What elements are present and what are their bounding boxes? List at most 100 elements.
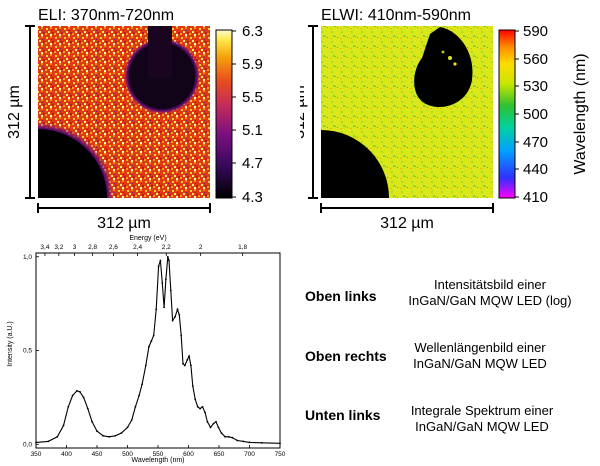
eli-colorbar: [215, 29, 233, 199]
spectrum-point: [191, 385, 194, 387]
energy-tick-label: 2: [199, 244, 203, 251]
eli-x-scalebar: [37, 203, 211, 213]
elwi-title: ELWI: 410nm-590nm: [321, 7, 471, 24]
eli-colorbar-tick-label: 5.1: [242, 122, 263, 139]
elwi-colorbar-tick-label: 440: [523, 161, 548, 178]
spectrum-point: [144, 364, 147, 367]
caption-description-line: InGaN/GaN MQW LED (log): [408, 293, 572, 308]
caption-key: Oben rechts: [305, 348, 387, 364]
elwi-colorbar-label: Wavelength (nm): [572, 53, 589, 174]
elwi-x-label: 312 µm: [380, 215, 434, 232]
eli-y-scalebar: [25, 25, 35, 199]
eli-colorbar-tick-label: 4.7: [242, 155, 263, 172]
spectrum-point: [96, 430, 98, 432]
eli-map-figure: ELI: 370nm-720nm 6.3 5.9 5.5 5.1 4.7 4.3…: [6, 7, 263, 232]
spectrum-point: [161, 282, 164, 284]
elwi-colorbar: [498, 29, 516, 199]
spectrum-point: [190, 364, 192, 367]
caption-description: Intensitätsbild einer InGaN/GaN MQW LED …: [390, 277, 590, 309]
elwi-colorbar-tick-label: 500: [523, 106, 548, 123]
spectrum-point: [91, 420, 93, 423]
spectrum-point: [114, 434, 117, 437]
eli-y-label: 312 µm: [6, 85, 23, 139]
spectrum-point: [169, 289, 172, 292]
energy-tick-label: 1,8: [238, 244, 247, 251]
eli-colorbar-tick-label: 4.3: [242, 189, 263, 206]
spectrum-point: [79, 390, 81, 393]
spectrum-point: [152, 334, 155, 337]
spectrum-point: [102, 434, 104, 437]
spectrum-point: [155, 308, 158, 311]
spectrum-point: [236, 439, 239, 442]
spectrum-point: [120, 432, 123, 434]
spectrum-top-axis-label: Energy (eV): [129, 235, 166, 242]
spectrum-point: [157, 265, 160, 267]
spectrum-point: [166, 255, 169, 258]
caption-description-line: InGaN/GaN MQW LED: [413, 356, 547, 371]
x-tick-label: 600: [183, 451, 194, 458]
spectrum-point: [220, 432, 223, 434]
y-tick-label: 0,0: [23, 441, 32, 448]
spectrum-point: [209, 426, 212, 429]
caption-key: Unten links: [305, 407, 381, 423]
caption-key: Oben links: [305, 288, 377, 304]
elwi-colorbar-tick-label: 590: [523, 23, 548, 40]
spectrum-point: [227, 435, 230, 438]
caption-description-line: Wellenlängenbild einer: [414, 340, 546, 355]
elwi-colorbar-tick-label: 410: [523, 189, 548, 206]
eli-colorbar-tick-label: 6.3: [242, 23, 263, 40]
x-tick-label: 400: [61, 451, 72, 458]
elwi-dark-region-bottomleft: [321, 130, 389, 198]
spectrum-point: [182, 362, 184, 365]
eli-colorbar-tick-label: 5.5: [242, 89, 263, 106]
energy-tick-label: 2,2: [162, 244, 171, 251]
spectrum-point: [62, 424, 65, 427]
caption-description-line: Intensitätsbild einer: [433, 277, 546, 292]
spectrum-point: [204, 411, 206, 414]
spectrum-point: [67, 405, 70, 408]
elwi-dark-region-topright: [414, 27, 473, 107]
spectrum-point: [108, 435, 111, 438]
x-tick-label: 750: [275, 451, 286, 458]
elwi-y-scalebar: [308, 25, 318, 199]
caption-description-line: InGaN/GaN MQW LED: [415, 419, 549, 434]
spectrum-point: [183, 364, 186, 367]
elwi-colorbar-ticks: 590 560 530 500 470 440 410: [515, 23, 548, 206]
spectrum-point: [138, 394, 141, 397]
y-tick-label: 1,0: [23, 254, 32, 261]
spectrum-point: [126, 426, 129, 429]
spectrum-point: [150, 340, 153, 342]
energy-tick-label: 2,4: [133, 244, 142, 251]
spectrum-point: [178, 314, 181, 316]
spectrum-point: [141, 383, 144, 386]
spectrum-point: [199, 407, 202, 410]
elwi-map-figure: ELWI: 410nm-590nm 590 560 530 500 470 44…: [300, 7, 589, 232]
spectrum-point: [86, 407, 89, 410]
x-tick-label: 550: [153, 451, 164, 458]
x-tick-label: 650: [214, 451, 225, 458]
spectrum-point: [188, 355, 191, 357]
spectrum-point: [56, 435, 59, 438]
eli-colorbar-tick-label: 5.9: [242, 56, 263, 73]
eli-title: ELI: 370nm-720nm: [38, 7, 174, 24]
energy-tick-label: 2,6: [109, 244, 118, 251]
elwi-colorbar-tick-label: 560: [523, 51, 548, 68]
energy-tick-label: 3,2: [54, 244, 63, 251]
spectrum-point: [180, 334, 183, 337]
spectrum-point: [168, 259, 170, 262]
energy-tick-label: 3,4: [40, 244, 49, 251]
spectrum-point: [171, 319, 174, 322]
spectrum-point: [217, 426, 220, 429]
caption-description-line: Integrale Spektrum einer: [410, 403, 554, 418]
spectrum-point: [163, 306, 166, 309]
spectrum-x-label: Wavelength (nm): [131, 457, 184, 464]
x-tick-label: 500: [122, 451, 133, 458]
spectrum-point: [196, 405, 199, 408]
spectrum-point: [215, 420, 217, 423]
spectrum-point: [176, 308, 179, 311]
spectrum-point: [260, 441, 263, 444]
x-tick-label: 450: [92, 451, 103, 458]
spectrum-point: [47, 440, 50, 443]
spectrum-point: [224, 435, 227, 438]
spectrum-point: [231, 436, 234, 439]
